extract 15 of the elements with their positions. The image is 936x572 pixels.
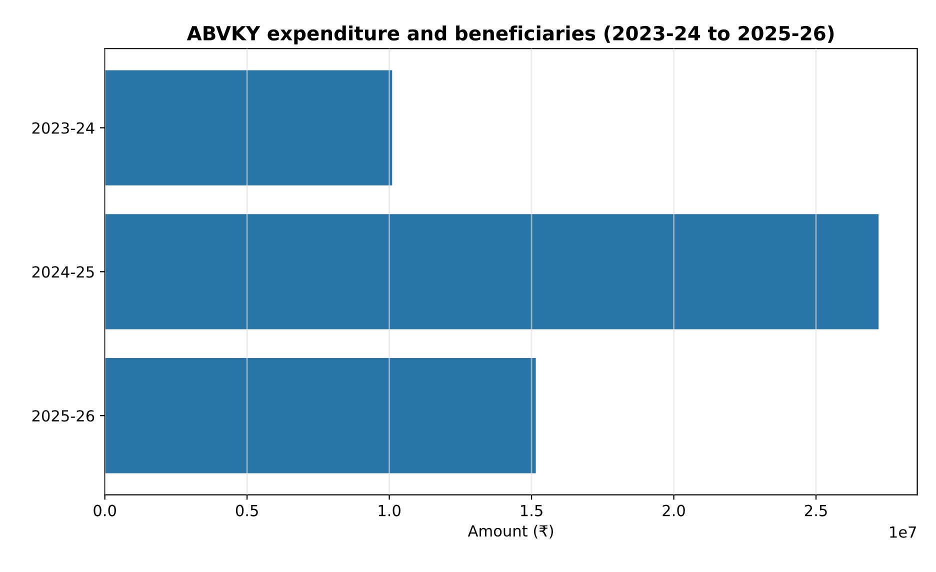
chart-title: ABVKY expenditure and beneficiaries (2023-24 to 2025-26) [186, 26, 834, 44]
x-tick-label: 1.5 [521, 504, 542, 516]
y-tick-label: 2024-25 [32, 266, 94, 278]
text: 1e7 [890, 526, 916, 538]
bar [104, 214, 879, 330]
x-tick-label: 2.5 [804, 504, 827, 516]
x-tick-label: 0.0 [94, 504, 116, 516]
x-axis-title: Amount (₹) [468, 524, 554, 538]
y-tick-label: 2025-26 [32, 410, 94, 422]
y-tick-label: 2023-24 [32, 122, 94, 134]
bar [104, 358, 536, 474]
x-tick-label: 2.0 [662, 504, 685, 516]
bar [104, 70, 392, 186]
x-tick-label: 1.0 [378, 504, 400, 516]
x-tick-label: 0.5 [236, 504, 258, 516]
